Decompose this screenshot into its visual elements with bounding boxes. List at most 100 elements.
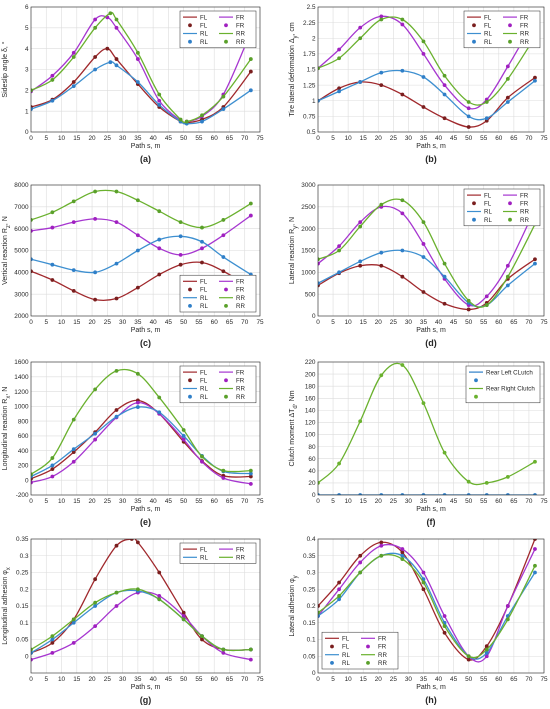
- series-group: [31, 189, 253, 302]
- y-tick-label: 0.5: [307, 129, 316, 136]
- x-tick-label: 15: [360, 135, 368, 142]
- legend-entry-label: FL: [200, 546, 208, 553]
- legend-entry-label: RL: [200, 295, 208, 302]
- x-tick-label: 5: [44, 135, 48, 142]
- y-tick-label: 1: [312, 98, 316, 105]
- data-point-FL: [400, 550, 405, 555]
- data-point-FL: [379, 540, 384, 545]
- data-point-FR: [400, 22, 405, 27]
- legend-swatch-marker: [330, 661, 334, 665]
- data-point-FR: [221, 233, 226, 238]
- data-point-FL: [442, 301, 447, 306]
- legend-entry-label: RL: [342, 652, 350, 659]
- legend-entry-label: FR: [520, 201, 529, 208]
- data-point-FL: [533, 257, 537, 262]
- panel-caption: (e): [140, 517, 151, 527]
- data-point-FL: [50, 640, 55, 645]
- data-point-RL: [484, 651, 489, 655]
- data-point-RR: [421, 220, 426, 225]
- y-tick-label: 0: [25, 653, 29, 660]
- legend-entry-label: RR: [378, 660, 387, 667]
- data-point-RR: [248, 468, 253, 473]
- data-point-clutchL: [337, 493, 341, 495]
- data-point-clutchL: [466, 493, 471, 495]
- data-point-clutchR: [318, 481, 320, 485]
- data-point-RL: [157, 103, 162, 107]
- x-tick-label: 60: [495, 676, 503, 683]
- y-tick-label: 0.3: [307, 570, 316, 577]
- x-tick-label: 65: [510, 498, 518, 505]
- data-point-RR: [200, 634, 204, 639]
- x-tick-label: 5: [331, 676, 335, 683]
- data-point-RR: [505, 76, 510, 81]
- x-tick-label: 30: [119, 319, 127, 326]
- data-point-FL: [400, 92, 405, 97]
- chart-e: 0 5 10 15 20 25 30 35 40 45 50 55 60 65 70 75-200020040…: [2, 359, 264, 527]
- data-point-FR: [200, 459, 204, 464]
- x-tick-label: 55: [480, 676, 488, 683]
- legend-swatch-marker: [224, 304, 228, 308]
- data-point-RL: [337, 597, 341, 602]
- legend-entry-label: Rear Right Clutch: [486, 386, 535, 393]
- data-point-RR: [400, 557, 405, 561]
- x-tick-label: 30: [119, 676, 127, 683]
- data-point-FL: [105, 46, 110, 51]
- x-tick-label: 40: [150, 135, 158, 142]
- legend-entry-label: RL: [200, 394, 208, 401]
- data-point-FL: [129, 539, 134, 541]
- x-tick-label: 25: [390, 135, 398, 142]
- data-point-FR: [358, 220, 363, 225]
- x-tick-label: 10: [58, 319, 66, 326]
- x-tick-label: 15: [360, 498, 368, 505]
- data-point-RL: [71, 268, 76, 273]
- data-point-clutchR: [442, 450, 447, 455]
- y-tick-label: -200: [16, 492, 29, 499]
- data-point-RR: [157, 395, 162, 400]
- y-tick-label: 0.1: [307, 637, 316, 644]
- series-group: [31, 11, 253, 126]
- x-tick-label: 5: [44, 319, 48, 326]
- x-tick-label: 10: [345, 135, 353, 142]
- legend-entry-label: RR: [378, 652, 387, 659]
- y-tick-label: 1500: [301, 248, 316, 255]
- data-point-FR: [50, 225, 55, 230]
- data-point-FL: [221, 269, 226, 274]
- data-point-FL: [248, 474, 253, 479]
- data-point-FL: [358, 263, 363, 268]
- data-point-clutchR: [421, 401, 426, 406]
- x-tick-label: 75: [540, 676, 548, 683]
- data-point-RR: [114, 17, 119, 22]
- x-tick-label: 40: [435, 319, 443, 326]
- data-point-FR: [93, 17, 98, 22]
- data-point-FR: [50, 73, 55, 78]
- data-point-FL: [379, 83, 384, 88]
- y-tick-label: 0.1: [20, 620, 29, 627]
- legend-swatch-marker: [224, 23, 228, 28]
- x-axis-label: Path s, m: [416, 143, 446, 150]
- data-point-RR: [533, 563, 537, 568]
- panel-caption: (h): [425, 695, 437, 705]
- data-point-RL: [421, 75, 426, 79]
- legend-swatch-marker: [188, 39, 192, 44]
- x-tick-label: 40: [435, 135, 443, 142]
- x-tick-label: 20: [89, 319, 97, 326]
- data-point-FR: [248, 657, 253, 662]
- x-tick-label: 0: [29, 135, 33, 142]
- data-point-RR: [466, 100, 471, 104]
- data-point-FR: [93, 216, 98, 221]
- data-point-FR: [71, 50, 76, 55]
- data-point-FR: [358, 25, 363, 30]
- x-tick-label: 5: [44, 676, 48, 683]
- x-tick-label: 45: [450, 135, 458, 142]
- y-tick-label: 5: [25, 25, 29, 32]
- data-point-RL: [318, 614, 320, 618]
- legend: FL FR FL FR RL RR RL RR: [179, 274, 257, 313]
- legend-entry-label: RR: [520, 31, 529, 38]
- legend-entry-label: FR: [236, 546, 245, 553]
- data-point-FR: [31, 657, 33, 662]
- y-tick-label: 400: [18, 448, 29, 455]
- legend-entry-label: RR: [236, 295, 245, 302]
- data-point-FR: [71, 220, 76, 225]
- y-axis-label: Lateral reaction Ry, N: [289, 217, 299, 284]
- y-tick-label: 5000: [14, 248, 29, 255]
